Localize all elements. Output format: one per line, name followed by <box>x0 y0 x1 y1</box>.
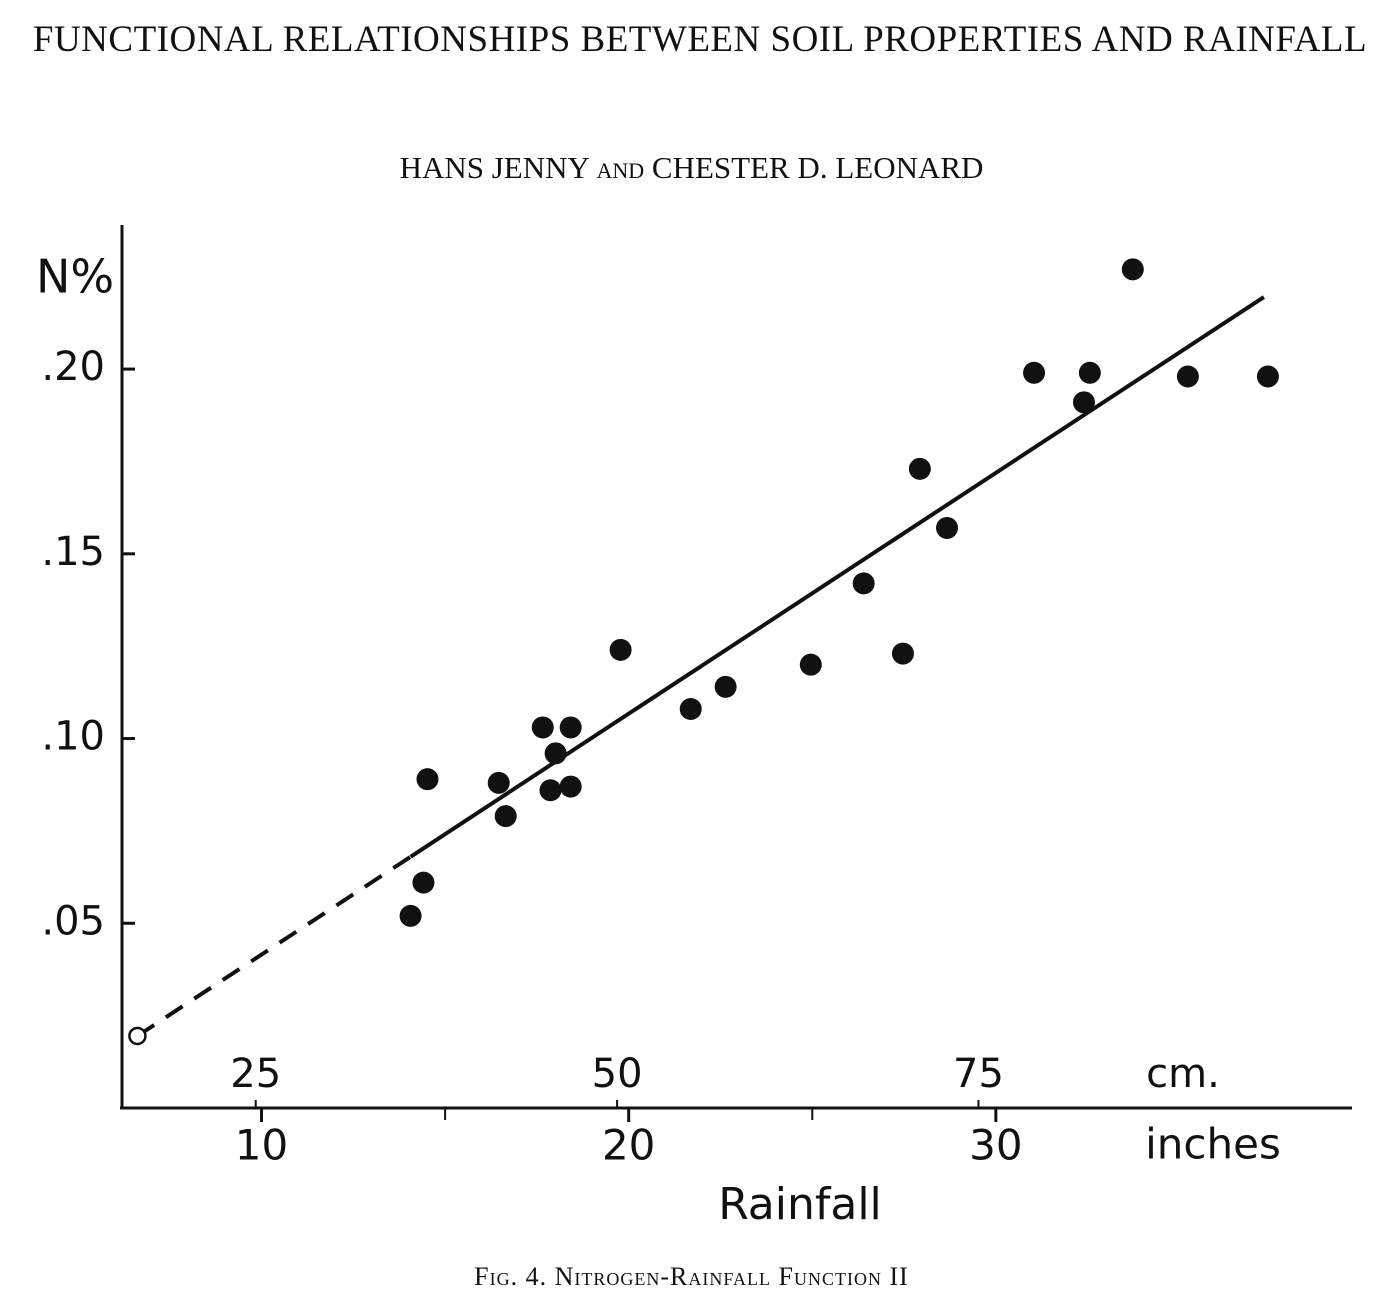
data-point <box>714 675 737 698</box>
data-point <box>609 638 632 661</box>
extrapolation-line <box>136 855 412 1038</box>
data-point <box>679 697 702 720</box>
y-tick-label: .15 <box>41 529 105 575</box>
data-point <box>544 742 567 765</box>
x-unit-label: inches <box>1145 1120 1281 1169</box>
x-tick-label: 10 <box>235 1121 288 1170</box>
y-tick-label: .20 <box>41 344 105 390</box>
chart: N% Rainfall inches cm. .05 .10 .15 .20 10 20 3… <box>36 225 1352 1230</box>
data-point <box>799 653 822 676</box>
data-point <box>1121 258 1144 281</box>
x2-tick-label: 75 <box>953 1051 1004 1097</box>
data-point <box>908 457 931 480</box>
data-point <box>399 904 422 927</box>
data-point <box>487 771 510 794</box>
data-point <box>936 516 959 539</box>
x-tick-label: 30 <box>969 1121 1022 1170</box>
data-point <box>1023 361 1046 384</box>
title: FUNCTIONAL RELATIONSHIPS BETWEEN SOIL PR… <box>32 19 1368 60</box>
y-tick-label: .10 <box>41 714 105 760</box>
data-point <box>1256 365 1279 388</box>
data-point <box>559 775 582 798</box>
x2-tick-label: 25 <box>230 1051 281 1097</box>
fit-line <box>409 295 1265 859</box>
x-tick-label: 20 <box>602 1121 655 1170</box>
x2-unit-label: cm. <box>1146 1051 1220 1097</box>
authors: HANS JENNY and CHESTER D. LEONARD <box>399 150 984 185</box>
data-point <box>891 642 914 665</box>
x2-tick-label: 50 <box>592 1051 643 1097</box>
x-axis-label: Rainfall <box>718 1179 882 1230</box>
data-point <box>1176 365 1199 388</box>
open-point <box>128 1026 147 1046</box>
data-point <box>494 805 517 828</box>
data-point <box>1078 361 1101 384</box>
y-axis-label: N% <box>36 250 114 304</box>
figure-caption: Fig. 4. Nitrogen-Rainfall Function II <box>474 1262 909 1291</box>
y-tick-label: .05 <box>41 898 105 944</box>
data-point <box>416 768 439 791</box>
data-point <box>531 716 554 739</box>
data-point <box>559 716 582 739</box>
data-point <box>539 779 562 802</box>
data-point <box>1072 391 1095 414</box>
data-point <box>412 871 435 894</box>
data-point <box>852 572 875 595</box>
